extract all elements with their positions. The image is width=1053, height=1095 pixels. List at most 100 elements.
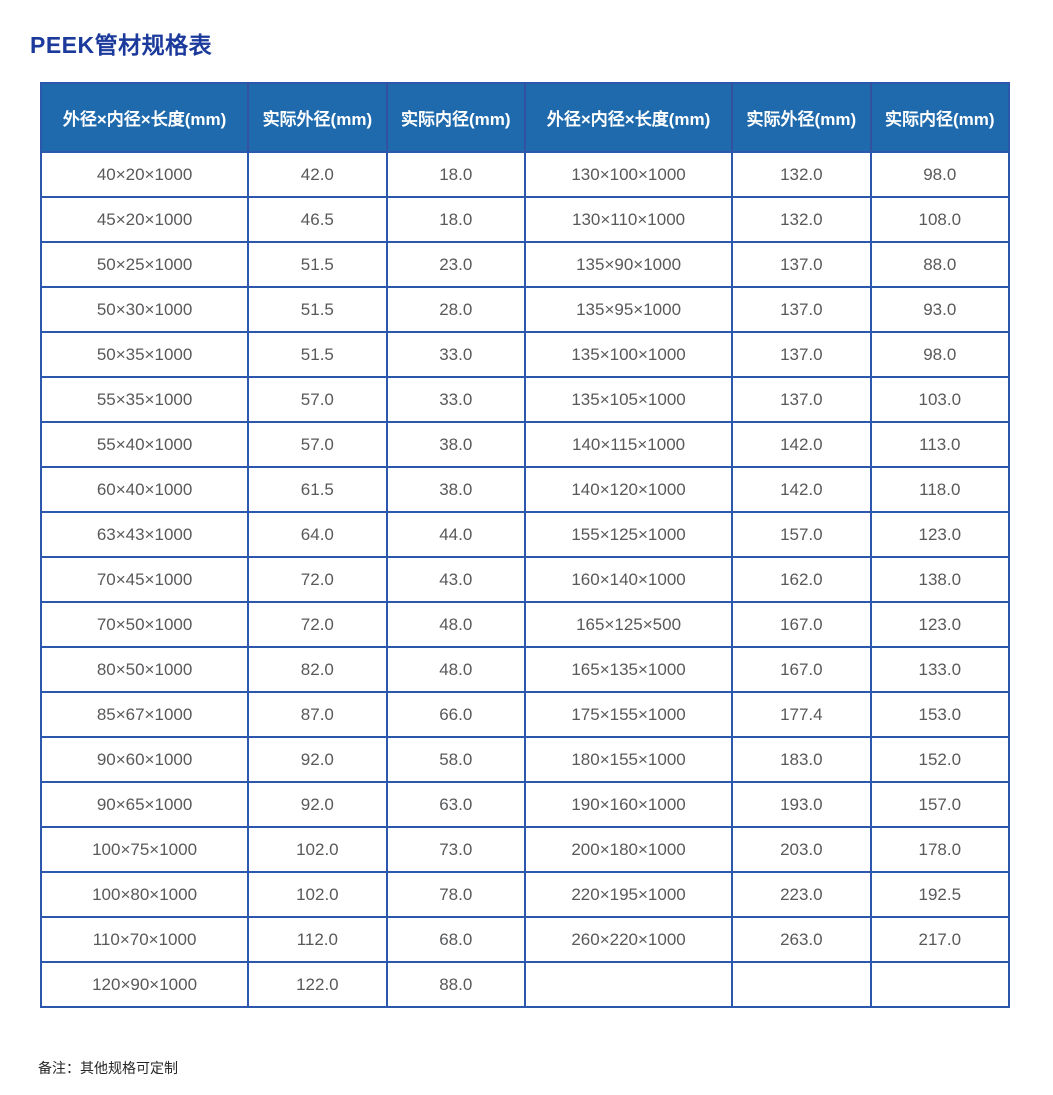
table-row: 45×20×1000 46.5 18.0 130×110×1000 132.0 108.0 [39,196,1011,243]
table-cell [731,961,872,1008]
table-cell: 64.0 [247,511,388,558]
table-cell: 183.0 [731,736,872,783]
table-cell: 18.0 [385,151,526,198]
table-cell: 80×50×1000 [39,646,250,693]
table-cell: 51.5 [247,241,388,288]
table-cell: 142.0 [731,421,872,468]
column-header: 外径×内径×长度(mm) [39,82,250,153]
table-cell: 180×155×1000 [523,736,734,783]
table-cell: 68.0 [385,916,526,963]
table-cell: 108.0 [869,196,1011,243]
table-row: 63×43×1000 64.0 44.0 155×125×1000 157.0 123.0 [39,511,1011,558]
table-cell: 203.0 [731,826,872,873]
table-cell: 87.0 [247,691,388,738]
table-cell: 72.0 [247,556,388,603]
table-cell: 152.0 [869,736,1011,783]
column-header: 外径×内径×长度(mm) [523,82,734,153]
table-cell: 82.0 [247,646,388,693]
table-cell: 220×195×1000 [523,871,734,918]
table-cell: 192.5 [869,871,1011,918]
table-cell: 113.0 [869,421,1011,468]
table-cell: 57.0 [247,376,388,423]
table-cell: 112.0 [247,916,388,963]
table-cell: 48.0 [385,646,526,693]
table-cell: 61.5 [247,466,388,513]
table-cell: 50×35×1000 [39,331,250,378]
table-cell: 132.0 [731,196,872,243]
table-cell: 43.0 [385,556,526,603]
table-row: 80×50×1000 82.0 48.0 165×135×1000 167.0 133.0 [39,646,1011,693]
table-cell: 175×155×1000 [523,691,734,738]
table-cell: 122.0 [247,961,388,1008]
table-cell: 88.0 [385,961,526,1008]
table-row: 85×67×1000 87.0 66.0 175×155×1000 177.4 153.0 [39,691,1011,738]
table-cell: 28.0 [385,286,526,333]
table-cell: 132.0 [731,151,872,198]
table-cell: 88.0 [869,241,1011,288]
table-row: 120×90×1000 122.0 88.0 [39,961,1011,1008]
table-row: 70×50×1000 72.0 48.0 165×125×500 167.0 123.0 [39,601,1011,648]
table-cell: 155×125×1000 [523,511,734,558]
table-cell: 140×120×1000 [523,466,734,513]
table-cell: 38.0 [385,421,526,468]
table-cell: 55×40×1000 [39,421,250,468]
table-cell: 73.0 [385,826,526,873]
table-cell: 51.5 [247,286,388,333]
table-row: 50×30×1000 51.5 28.0 135×95×1000 137.0 93.0 [39,286,1011,333]
table-cell: 137.0 [731,376,872,423]
table-cell: 60×40×1000 [39,466,250,513]
page-title: PEEK管材规格表 [30,32,213,58]
table-cell: 93.0 [869,286,1011,333]
table-cell: 40×20×1000 [39,151,250,198]
table-row: 55×40×1000 57.0 38.0 140×115×1000 142.0 113.0 [39,421,1011,468]
column-header: 实际外径(mm) [247,82,388,153]
table-cell: 110×70×1000 [39,916,250,963]
table-cell: 200×180×1000 [523,826,734,873]
column-header: 实际外径(mm) [731,82,872,153]
table-cell: 135×100×1000 [523,331,734,378]
table-cell: 140×115×1000 [523,421,734,468]
table-cell: 57.0 [247,421,388,468]
table-cell [523,961,734,1008]
table-cell: 102.0 [247,871,388,918]
table-cell: 178.0 [869,826,1011,873]
table-cell: 63×43×1000 [39,511,250,558]
table-cell: 50×25×1000 [39,241,250,288]
table-cell: 55×35×1000 [39,376,250,423]
table-row: 100×80×1000 102.0 78.0 220×195×1000 223.0 192… [39,871,1011,918]
table-cell: 70×45×1000 [39,556,250,603]
table-cell: 92.0 [247,781,388,828]
table-cell: 44.0 [385,511,526,558]
table-cell: 118.0 [869,466,1011,513]
table-cell: 130×100×1000 [523,151,734,198]
table-cell: 123.0 [869,511,1011,558]
table-cell: 138.0 [869,556,1011,603]
table-cell: 103.0 [869,376,1011,423]
table-cell: 162.0 [731,556,872,603]
table-cell: 48.0 [385,601,526,648]
table-cell: 193.0 [731,781,872,828]
table-cell: 90×60×1000 [39,736,250,783]
table-cell: 167.0 [731,601,872,648]
table-cell: 137.0 [731,241,872,288]
table-cell: 102.0 [247,826,388,873]
table-cell: 130×110×1000 [523,196,734,243]
table-row: 50×25×1000 51.5 23.0 135×90×1000 137.0 88.0 [39,241,1011,288]
table-cell: 72.0 [247,601,388,648]
table-cell: 78.0 [385,871,526,918]
table-cell: 165×125×500 [523,601,734,648]
table-row: 外径×内径×长度(mm) 实际外径(mm) 实际内径(mm) 外径×内径×长度(mm)… [39,82,1011,153]
table-cell: 153.0 [869,691,1011,738]
table-cell: 135×90×1000 [523,241,734,288]
table-cell: 217.0 [869,916,1011,963]
table-row: 40×20×1000 42.0 18.0 130×100×1000 132.0 98.0 [39,151,1011,198]
column-header: 实际内径(mm) [869,82,1011,153]
table-cell: 263.0 [731,916,872,963]
table-header-row: 外径×内径×长度(mm) 实际外径(mm) 实际内径(mm) 外径×内径×长度(mm)… [39,82,1011,153]
table-cell: 46.5 [247,196,388,243]
table-cell: 85×67×1000 [39,691,250,738]
table-cell: 42.0 [247,151,388,198]
table-cell: 45×20×1000 [39,196,250,243]
table-cell: 135×95×1000 [523,286,734,333]
table-cell: 157.0 [869,781,1011,828]
